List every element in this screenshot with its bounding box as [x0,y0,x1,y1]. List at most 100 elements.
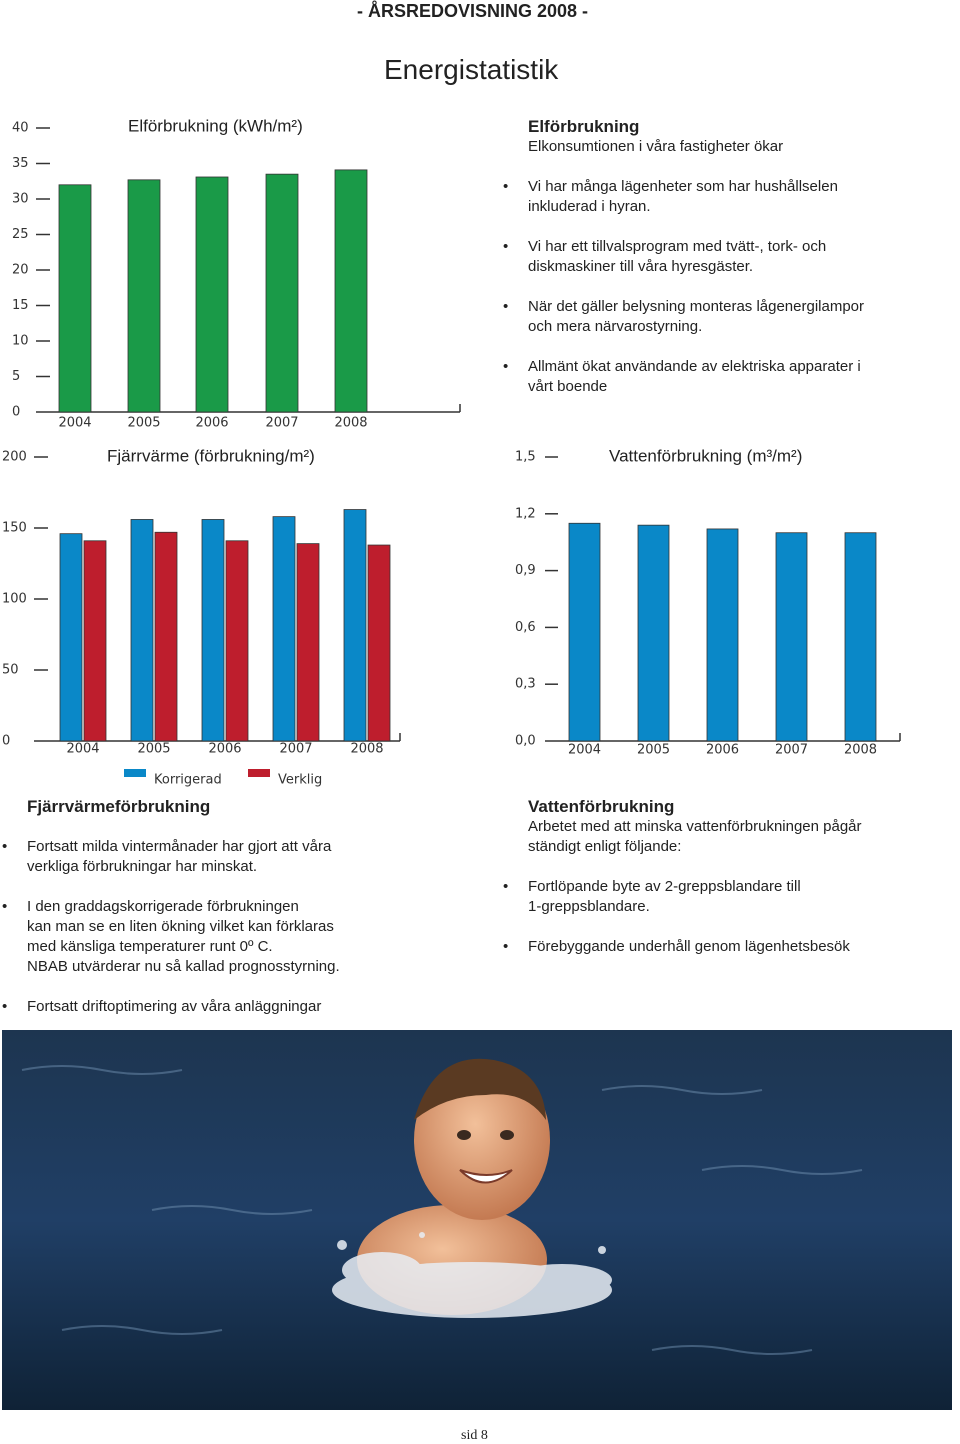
y-tick-label: 0 [2,734,10,749]
bullet-line: 1-greppsblandare. [528,898,650,915]
legend-swatch [248,769,270,777]
bullet-line: kan man se en liten ökning vilket kan fö… [27,918,334,935]
page-title: Energistatistik [384,54,559,85]
bar [130,519,154,742]
x-tick-label: 2004 [568,743,601,758]
x-tick-label: 2007 [279,742,312,757]
legend-label: Korrigerad [154,773,222,788]
bar [637,524,670,742]
text-section: Elförbrukning Elkonsumtionen i våra fasti… [503,117,948,397]
bar [272,516,296,742]
bar [59,533,83,742]
x-tick-label: 2005 [637,743,670,758]
bullet-line: Allmänt ökat användande av elektriska ap… [528,358,861,375]
y-tick-label: 0 [12,405,20,420]
x-tick-label: 2006 [706,743,739,758]
charts: Elförbrukning (kWh/m²) 0 5 10 15 20 25 30 35 40 20… [2,116,901,788]
bar [568,522,601,742]
bullet-line: Fortsatt milda vintermånader har gjort a… [27,838,332,855]
bar [83,540,107,742]
bar [201,519,225,742]
y-tick-label: 150 [2,521,27,536]
x-tick-label: 2008 [350,742,383,757]
bullet-line: När det gäller belysning monteras lågene… [528,298,865,315]
x-tick-label: 2005 [137,742,170,757]
intro-line: Elkonsumtionen i våra fastigheter ökar [528,138,784,155]
legend-swatch [124,769,146,777]
bar [844,532,877,742]
x-tick-label: 2004 [58,416,91,431]
bullet-line: NBAB utvärderar nu så kallad prognosstyr… [27,958,340,975]
x-tick-label: 2006 [208,742,241,757]
y-tick-label: 200 [2,450,27,465]
bullet-item: Fortsatt driftoptimering av våra anläggn… [2,997,447,1017]
bullet-line: Fortlöpande byte av 2-greppsblandare til… [528,878,801,895]
bullet-line: diskmaskiner till våra hyresgäster. [528,258,754,275]
y-tick-label: 20 [12,263,29,278]
text-section: Vattenförbrukning Arbetet med att minska … [503,797,948,957]
splash [332,1232,612,1318]
legend-label: Verklig [278,773,322,788]
bullet-line: Förebyggande underhåll genom lägenhetsbe… [528,938,850,955]
page-number: sid 8 [461,1428,488,1443]
bullet-item: Fortlöpande byte av 2-greppsblandare til… [503,877,948,917]
y-tick-label: 100 [2,592,27,607]
boy-hair [414,1058,546,1120]
intro-line: ständigt enligt följande: [528,838,682,855]
bar [706,528,739,742]
y-tick-label: 35 [12,156,29,171]
y-tick-label: 1,2 [515,506,536,521]
chart-title: Fjärrvärme (förbrukning/m²) [107,446,315,465]
y-tick-label: 1,5 [515,450,536,465]
bullet-item: I den graddagskorrigerade förbrukningen k… [2,897,447,977]
bullet-item: När det gäller belysning monteras lågene… [503,297,948,337]
x-tick-label: 2008 [844,743,877,758]
bar [154,531,178,742]
bullet-line: Vi har ett tillvalsprogram med tvätt-, t… [528,238,827,255]
bar [343,509,367,742]
bar [775,532,808,742]
bullet-item: Allmänt ökat användande av elektriska ap… [503,357,948,397]
x-tick-label: 2007 [775,743,808,758]
bullet-line: vårt boende [528,378,608,395]
eye [457,1130,471,1140]
y-tick-label: 0,0 [515,734,536,749]
y-tick-label: 0,9 [515,563,536,578]
intro-line: Arbetet med att minska vattenförbrukning… [528,818,862,835]
section-heading: Fjärrvärmeförbrukning [27,797,211,816]
y-tick-label: 50 [2,663,19,678]
x-tick-label: 2005 [127,416,160,431]
photo [2,1030,952,1410]
mouth [459,1169,513,1184]
bar [127,179,161,413]
bullet-item: Vi har många lägenheter som har hushålls… [503,177,948,217]
x-tick-label: 2008 [334,416,367,431]
bullet-item: Vi har ett tillvalsprogram med tvätt-, t… [503,237,948,277]
bar [58,184,92,413]
y-tick-label: 25 [12,227,29,242]
y-tick-label: 30 [12,192,29,207]
bar [367,544,391,742]
section-heading: Vattenförbrukning [528,797,675,816]
bar [334,169,368,413]
y-tick-label: 15 [12,298,29,313]
bullet-line: Fortsatt driftoptimering av våra anläggn… [27,998,322,1015]
y-tick-label: 40 [12,121,29,136]
y-tick-label: 0,3 [515,677,536,692]
bullet-line: I den graddagskorrigerade förbrukningen [27,898,299,915]
y-tick-label: 10 [12,334,29,349]
bullet-line: Vi har många lägenheter som har hushålls… [528,178,838,195]
running-title: - ÅRSREDOVISNING 2008 - [357,1,589,21]
x-tick-label: 2006 [195,416,228,431]
section-heading: Elförbrukning [528,117,640,136]
chart-title: Elförbrukning (kWh/m²) [128,116,303,135]
bar [265,173,299,413]
bullet-line: verkliga förbrukningar har minskat. [27,858,258,875]
x-tick-label: 2007 [265,416,298,431]
bullet-item: Fortsatt milda vintermånader har gjort a… [2,837,447,877]
ripples [21,1065,863,1355]
bar [195,176,229,413]
y-tick-label: 0,6 [515,620,536,635]
eye [500,1130,514,1140]
